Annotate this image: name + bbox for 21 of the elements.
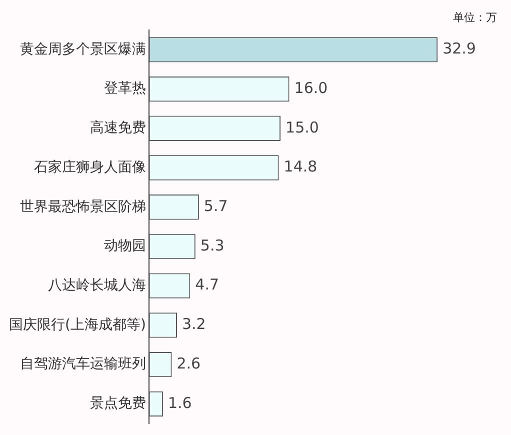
- data-label: 14.8: [284, 158, 318, 176]
- text: 单位：万: [453, 10, 497, 25]
- y-tick-label: 国庆限行(上海成都等): [8, 316, 146, 333]
- y-tick-label: 自驾游汽车运输班列: [20, 356, 146, 372]
- y-tick-label: 景点免费: [90, 396, 146, 412]
- data-label: 5.3: [200, 236, 224, 254]
- y-tick-label: 八达岭长城人海: [48, 277, 146, 294]
- data-label: 1.6: [168, 394, 192, 412]
- y-tick-label: 石家庄狮身人面像: [34, 159, 146, 176]
- y-tick-label: 世界最恐怖景区阶梯: [20, 198, 146, 215]
- y-tick-label: 黄金周多个景区爆满: [20, 41, 146, 58]
- data-label: 32.9: [442, 40, 476, 58]
- data-label: 3.2: [182, 315, 206, 334]
- data-label: 15.0: [286, 118, 319, 136]
- y-tick-label: 高速免费: [90, 120, 146, 136]
- data-label: 16.0: [294, 78, 328, 97]
- data-label: 4.7: [195, 276, 220, 294]
- data-label: 2.6: [176, 354, 201, 372]
- y-tick-label: 登革热: [104, 80, 146, 97]
- y-tick-label: 动物园: [104, 238, 146, 254]
- data-label: 5.7: [204, 197, 228, 216]
